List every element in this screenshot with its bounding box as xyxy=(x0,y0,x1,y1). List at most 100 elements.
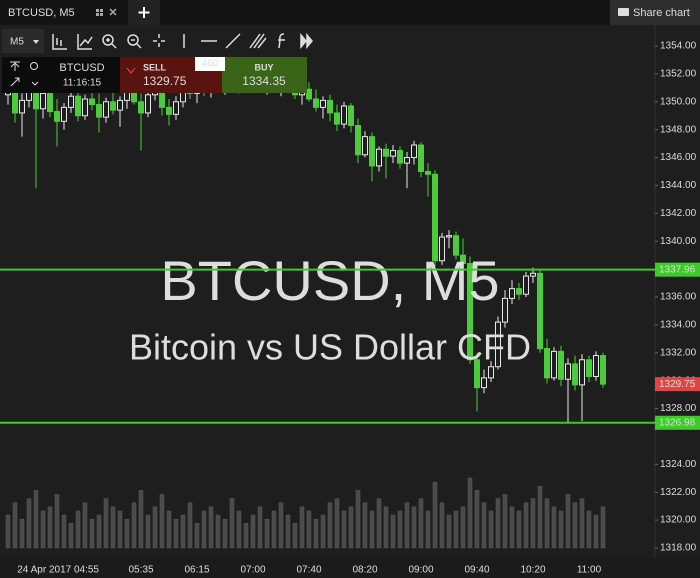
volume-bar xyxy=(383,506,389,549)
candle-body xyxy=(110,101,116,111)
y-tick-label: 1336.00 xyxy=(660,292,697,303)
volume-bar xyxy=(327,502,333,549)
volume-bar xyxy=(222,518,228,549)
tab-icons[interactable] xyxy=(96,8,117,16)
candle-body xyxy=(544,348,550,379)
candle-body xyxy=(509,288,515,299)
spread: 460 xyxy=(202,59,219,70)
volume-bar xyxy=(285,514,291,549)
symbol: BTCUSD xyxy=(59,62,104,74)
volume-bar xyxy=(229,498,235,549)
y-tick-label: 1324.00 xyxy=(660,459,697,470)
volume-bar xyxy=(341,510,347,549)
candle-body xyxy=(481,377,487,389)
y-tick-label: 1344.00 xyxy=(660,180,697,191)
volume-bar xyxy=(537,485,543,549)
collapse-icon[interactable] xyxy=(10,61,20,71)
watermark-subtitle: Bitcoin vs US Dollar CFD xyxy=(129,327,531,368)
candle-body xyxy=(145,94,151,114)
volume-bar xyxy=(47,506,53,549)
volume-bar xyxy=(425,510,431,549)
tool-icons[interactable] xyxy=(52,32,313,50)
candle-body xyxy=(460,254,466,265)
sell-arrow xyxy=(126,67,136,74)
volume-bar xyxy=(152,506,158,549)
volume-bar xyxy=(446,514,452,549)
y-tick-label: 1342.00 xyxy=(660,208,697,219)
volume-bar xyxy=(19,518,25,549)
volume-bar xyxy=(250,514,256,549)
candle-body xyxy=(82,98,88,117)
volume-bar xyxy=(208,506,214,549)
x-tick-label: 06:15 xyxy=(184,565,209,576)
candle-body xyxy=(425,171,431,175)
candle-body xyxy=(103,101,109,118)
overlay: 1354.00 1352.00 1350.00 1348.00 1346.00 1344.… xyxy=(0,41,700,554)
volume-bar xyxy=(5,514,11,549)
search-icon[interactable] xyxy=(30,62,38,70)
volume-bar xyxy=(565,494,571,549)
tab-title[interactable]: BTCUSD, M5 xyxy=(8,7,75,19)
candle-body xyxy=(600,355,606,385)
volume-bar xyxy=(439,502,445,549)
candle-body xyxy=(453,235,459,256)
candle-body xyxy=(166,106,172,115)
candle-body xyxy=(586,359,592,377)
volume-bar xyxy=(264,518,270,549)
candle-body xyxy=(537,272,543,350)
y-tick-label: 1340.00 xyxy=(660,236,697,247)
volume-bar xyxy=(530,498,536,549)
level-label: 1326.98 xyxy=(659,417,696,428)
candle-body xyxy=(75,95,81,117)
volume-bar xyxy=(201,510,207,549)
buy-button[interactable] xyxy=(222,57,307,93)
volume-bar xyxy=(257,506,263,549)
volume-bar xyxy=(593,514,599,549)
candle-body xyxy=(495,321,501,368)
volume-bar xyxy=(103,498,109,549)
popout-icon[interactable] xyxy=(10,77,20,87)
candle-body xyxy=(327,99,333,114)
candle-body xyxy=(439,236,445,262)
volume-bar xyxy=(278,502,284,549)
x-tick-label: 11:00 xyxy=(577,565,602,576)
volume-bar xyxy=(299,506,305,549)
trade-panel: BTCUSD 11:16:15 SELL 1329.75 BUY 1334.35… xyxy=(2,57,307,93)
dropdown-arrow xyxy=(33,40,39,44)
volume-bar xyxy=(474,490,480,549)
y-tick-label: 1332.00 xyxy=(660,347,697,358)
x-tick-label: 10:20 xyxy=(520,565,545,576)
volume-bar xyxy=(523,502,529,549)
volume-bar xyxy=(411,506,417,549)
x-tick-label: 07:00 xyxy=(240,565,265,576)
volume-bar xyxy=(96,514,102,549)
toolbar: M5 xyxy=(2,29,313,53)
sell-label: SELL xyxy=(143,62,167,72)
candle-body xyxy=(362,136,368,156)
volume-bar xyxy=(138,490,144,549)
volume-bar xyxy=(271,510,277,549)
candle-body xyxy=(117,99,123,111)
y-tick-label: 1348.00 xyxy=(660,124,697,135)
candle-body xyxy=(334,112,340,125)
volume-bar xyxy=(75,510,81,549)
volume-bar xyxy=(586,510,592,549)
candle-body xyxy=(572,363,578,386)
candle-body xyxy=(173,101,179,115)
volume-bar xyxy=(33,490,39,549)
candle-body xyxy=(530,272,536,277)
candle-body xyxy=(488,366,494,379)
expand-icon[interactable] xyxy=(31,81,39,86)
volume-bar xyxy=(12,502,18,549)
candle-body xyxy=(397,150,403,164)
camera-icon xyxy=(618,8,629,16)
level-label: 1337.96 xyxy=(659,264,696,275)
volume-bar xyxy=(215,514,221,549)
y-tick-label: 1334.00 xyxy=(660,320,697,331)
volume-bar xyxy=(180,514,186,549)
buy-price: 1334.35 xyxy=(242,74,286,88)
volume-bar xyxy=(40,510,46,549)
candle-body xyxy=(411,144,417,159)
